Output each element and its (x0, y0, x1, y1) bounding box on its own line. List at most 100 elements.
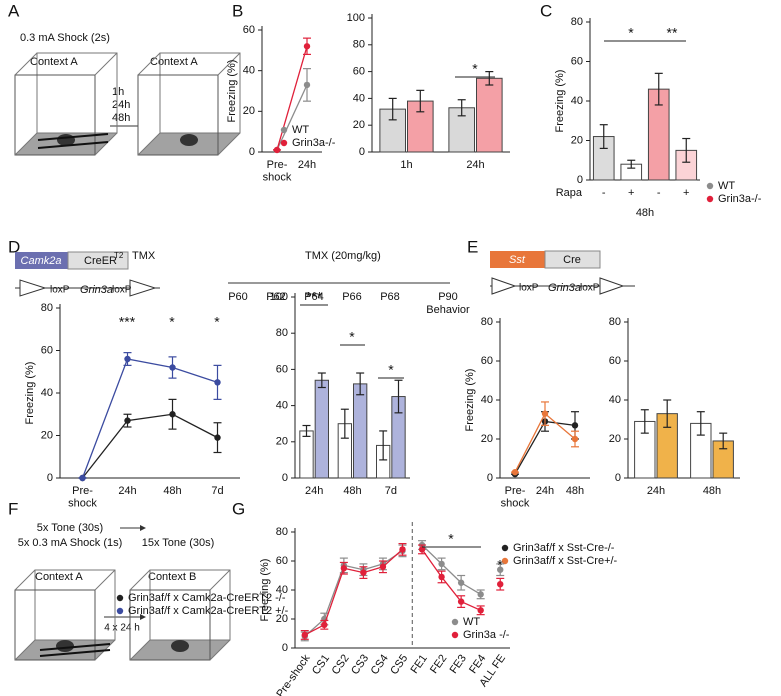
loxp-label: loxP (580, 283, 600, 294)
point (571, 435, 579, 443)
point (321, 621, 328, 628)
y-tick-label: 0 (282, 642, 288, 654)
context-label: Context A (35, 571, 83, 583)
y-tick-label: 0 (359, 146, 365, 158)
x-tick-label: 24h (298, 159, 316, 171)
x-tick-label: 24h (305, 485, 323, 497)
point (303, 81, 311, 89)
gene-label: Grin3a (548, 282, 581, 294)
point (79, 474, 86, 482)
panel-label: C (540, 1, 552, 20)
chart: 0 20 40 60 80 24h 48h (609, 316, 740, 497)
bar (353, 383, 368, 479)
cube-edge (209, 569, 231, 591)
x-tick-label: CS1 (310, 653, 332, 677)
significance: * (448, 531, 454, 547)
point (511, 468, 519, 476)
context-label: Context A (150, 56, 198, 68)
significance: * (497, 557, 503, 573)
legend-label: Grin3af/f x Camk2a-CreERT2 -/- (128, 592, 286, 604)
day-label: P62 (266, 291, 286, 303)
significance: * (472, 61, 478, 77)
y-tick-label: 0 (249, 146, 255, 158)
legend-marker (116, 594, 124, 602)
y-tick-label: 20 (276, 613, 288, 625)
x-tick-label: 7d (385, 485, 397, 497)
cube-edge (94, 52, 118, 76)
cube-edge (14, 569, 36, 591)
test-label: 15x Tone (30s) (142, 537, 215, 549)
day-label: P90 (438, 291, 458, 303)
series-line (276, 84, 308, 151)
promoter-label: Camk2a (21, 255, 62, 267)
cube-edge (129, 569, 151, 591)
panel-label: D (8, 237, 20, 256)
y-axis-label: Freezing (%) (554, 70, 566, 133)
point (477, 607, 484, 614)
x-tick-label: 24h (466, 159, 484, 171)
significance: *** (119, 314, 136, 330)
cube-edge (14, 52, 38, 76)
x-tick-label: Pre-shock (501, 485, 530, 510)
cube-edge (14, 639, 36, 661)
y-tick-label: 40 (353, 92, 365, 104)
y-tick-label: 20 (243, 105, 255, 117)
y-tick-label: 60 (41, 344, 53, 356)
day-label: P60 (228, 291, 248, 303)
legend-marker (451, 631, 459, 639)
significance: * (349, 329, 355, 345)
y-tick-label: 40 (276, 400, 288, 412)
legend-marker (280, 126, 288, 134)
point (340, 565, 348, 572)
group-label: 48h (636, 207, 654, 219)
training-label: 5x 0.3 mA Shock (1s) (18, 537, 123, 549)
point (360, 569, 367, 576)
x-tick-label: FE1 (408, 653, 429, 676)
point (124, 355, 131, 363)
timeline-title: TMX (20mg/kg) (305, 250, 381, 262)
point (124, 417, 131, 424)
y-tick-label: 80 (609, 316, 621, 328)
significance: * (628, 25, 634, 41)
x-tick-label: CS3 (349, 653, 371, 677)
y-tick-label: 60 (276, 363, 288, 375)
x-tick-label: Pre-shock (274, 652, 313, 696)
cube-edge (94, 132, 118, 156)
chart: 0 20 40 60 80 Freezing (%) Pre-shock 24h 48h Grin… (464, 316, 618, 567)
promoter-box (490, 251, 545, 268)
legend-label: WT (292, 124, 309, 136)
time-label: 1h (112, 86, 124, 98)
cube-back (36, 52, 118, 134)
time-label: 24h (112, 99, 130, 111)
series-line (81, 413, 218, 479)
y-tick-label: 80 (276, 526, 288, 538)
axes (59, 304, 240, 479)
legend-marker (280, 139, 288, 147)
y-tick-label: 80 (481, 316, 493, 328)
legend-marker (501, 557, 509, 565)
context-label: Context B (148, 571, 196, 583)
legend-label: Grin3a-/- (292, 137, 336, 149)
mouse (56, 640, 74, 652)
chart: 0 20 40 60 80 100 1h 24h * (347, 12, 510, 171)
y-axis-label: Freezing (%) (259, 559, 271, 622)
loxp-triangle (491, 277, 517, 295)
y-tick-label: 40 (243, 65, 255, 77)
cube-edge (137, 52, 161, 76)
bar (314, 379, 329, 479)
time-label: 48h (112, 112, 130, 124)
driver-label: CreER (84, 255, 117, 267)
point (303, 43, 311, 50)
loxp-label: loxP (112, 285, 132, 296)
point (541, 410, 549, 417)
cube-edge (129, 639, 151, 661)
x-tick-label: 7d (211, 485, 223, 497)
panel-label: G (232, 499, 245, 518)
x-tick-label: + (683, 187, 689, 199)
chart: 0 20 40 60 Freezing (%) Pre-shock 24h WTGrin3a-… (226, 24, 336, 184)
point (301, 631, 308, 639)
x-tick-label: FE3 (448, 653, 469, 676)
x-tick-label: Pre-shock (68, 485, 97, 510)
